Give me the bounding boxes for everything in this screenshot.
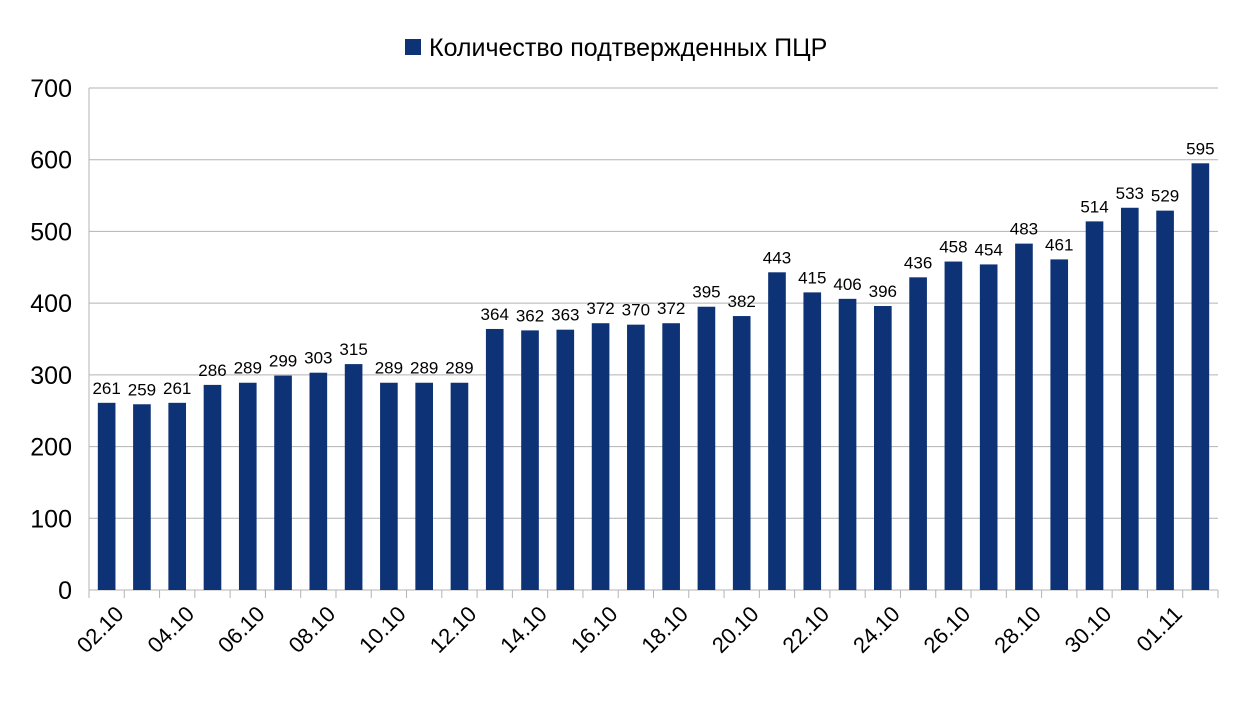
x-tick-label: 08.10 <box>284 601 341 658</box>
bar <box>274 375 292 590</box>
x-tick-label: 28.10 <box>989 601 1046 658</box>
gridlines <box>89 87 1218 591</box>
bar <box>662 323 680 590</box>
bar <box>133 404 151 590</box>
legend-label: Количество подтвержденных ПЦР <box>429 34 827 62</box>
x-tick-label: 30.10 <box>1060 601 1117 658</box>
x-tick-label: 26.10 <box>919 601 976 658</box>
data-label: 529 <box>1151 187 1179 206</box>
bar <box>168 402 187 590</box>
bar <box>1120 207 1139 590</box>
x-tick-label: 01.11 <box>1131 601 1186 656</box>
legend: Количество подтвержденных ПЦР <box>405 34 827 62</box>
bar <box>874 306 892 590</box>
bar <box>415 382 433 590</box>
bar <box>768 272 786 590</box>
bar <box>344 364 363 590</box>
data-label: 303 <box>304 349 332 368</box>
data-label: 261 <box>163 379 191 398</box>
x-tick-label: 02.10 <box>72 601 129 658</box>
bar <box>1156 210 1174 591</box>
data-label: 362 <box>516 306 544 325</box>
bar <box>203 384 222 590</box>
data-label: 443 <box>763 248 791 267</box>
bar <box>1085 221 1104 591</box>
bar <box>1050 259 1069 590</box>
data-label: 395 <box>692 283 720 302</box>
y-tick-label: 400 <box>30 290 72 318</box>
data-label: 372 <box>586 299 614 318</box>
data-label: 315 <box>339 340 367 359</box>
bar <box>556 329 575 590</box>
data-label: 289 <box>410 359 438 378</box>
bar <box>309 372 328 590</box>
y-tick-label: 500 <box>30 218 72 246</box>
bar <box>1015 243 1033 590</box>
x-tick-label: 10.10 <box>354 601 411 658</box>
data-label: 364 <box>481 305 509 324</box>
y-tick-label: 700 <box>30 75 72 103</box>
x-tick-label: 12.10 <box>425 601 482 658</box>
bar <box>732 316 751 590</box>
data-label: 299 <box>269 352 297 371</box>
bar <box>697 306 716 590</box>
y-tick-label: 0 <box>58 577 72 605</box>
data-label: 533 <box>1116 184 1144 203</box>
x-tick-label: 20.10 <box>707 601 764 658</box>
data-label: 436 <box>904 253 932 272</box>
data-label: 458 <box>939 238 967 257</box>
data-label: 289 <box>375 359 403 378</box>
bar <box>1191 163 1210 591</box>
data-label: 406 <box>833 275 861 294</box>
y-axis: 0 100 200 300 400 500 600 700 <box>30 75 90 605</box>
data-label: 483 <box>1010 220 1038 239</box>
data-label: 372 <box>657 299 685 318</box>
y-tick-label: 600 <box>30 147 72 175</box>
data-label: 370 <box>622 301 650 320</box>
bar <box>485 328 504 590</box>
x-tick-label: 18.10 <box>636 601 693 658</box>
y-tick-label: 100 <box>30 505 72 533</box>
bar <box>521 330 539 590</box>
bar <box>97 402 116 590</box>
bar <box>979 264 998 590</box>
data-label: 286 <box>198 361 226 380</box>
data-label: 415 <box>798 268 826 287</box>
data-label: 382 <box>728 292 756 311</box>
bar <box>909 277 927 590</box>
x-tick-label: 16.10 <box>566 601 623 658</box>
bar <box>238 382 257 590</box>
data-label: 595 <box>1186 139 1214 158</box>
y-tick-label: 300 <box>30 362 72 390</box>
data-label: 289 <box>445 359 473 378</box>
bar <box>944 261 963 590</box>
data-label: 259 <box>128 380 156 399</box>
data-labels: 261 259 261 286 289 299 303 315 289 289 289 364 362 3… <box>92 139 1214 399</box>
bar <box>627 324 645 590</box>
data-label: 461 <box>1045 235 1073 254</box>
data-label: 454 <box>974 240 1002 259</box>
y-tick-label: 200 <box>30 434 72 462</box>
bar <box>803 292 822 590</box>
x-tick-label: 06.10 <box>213 601 270 658</box>
bar <box>838 298 857 590</box>
data-label: 363 <box>551 306 579 325</box>
bar <box>591 323 610 590</box>
x-tick-label: 24.10 <box>848 601 905 658</box>
data-label: 514 <box>1080 197 1108 216</box>
bar <box>380 382 398 590</box>
data-label: 396 <box>869 282 897 301</box>
data-label: 261 <box>92 379 120 398</box>
bar <box>450 382 469 590</box>
x-tick-label: 22.10 <box>778 601 835 658</box>
x-tick-label: 14.10 <box>495 601 552 658</box>
x-axis: 02.10 04.10 06.10 08.10 10.10 12.10 14.10 16.10… <box>72 590 1219 658</box>
data-label: 289 <box>234 359 262 378</box>
x-tick-label: 04.10 <box>142 601 199 658</box>
bars <box>97 163 1210 591</box>
legend-swatch <box>405 39 421 55</box>
